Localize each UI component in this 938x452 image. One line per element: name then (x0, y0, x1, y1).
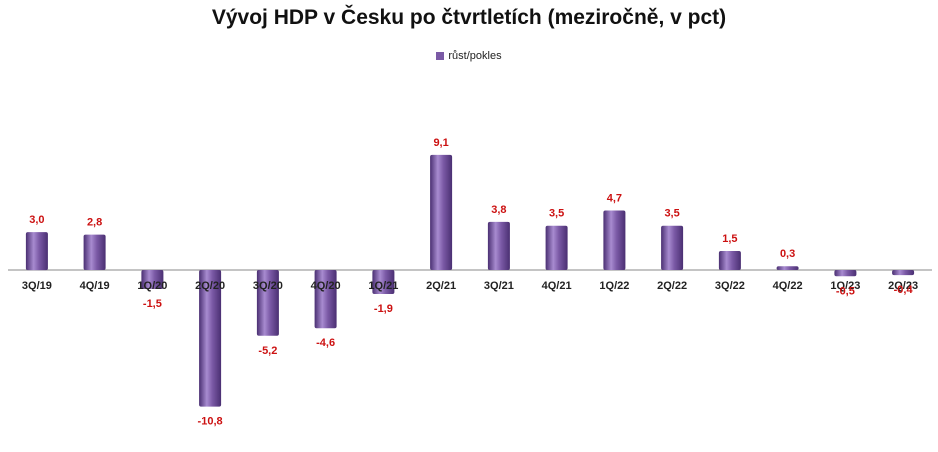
bar-2Q-22 (661, 225, 684, 270)
bar-2Q-21 (430, 154, 453, 270)
bar-4Q-20 (314, 270, 337, 329)
data-label: 9,1 (433, 137, 448, 149)
bar-1Q-20 (141, 270, 164, 289)
x-tick-label: 4Q/22 (773, 280, 803, 292)
data-label: 3,5 (664, 208, 679, 220)
x-tick-label: 4Q/19 (80, 280, 110, 292)
bar-3Q-20 (256, 270, 279, 336)
data-label: 3,8 (491, 204, 506, 216)
bar-3Q-21 (487, 221, 510, 270)
data-label: 3,0 (29, 214, 44, 226)
data-label: 3,5 (549, 208, 564, 220)
legend: růst/pokles (0, 50, 938, 62)
data-label: -1,5 (143, 298, 162, 310)
data-label: -10,8 (198, 416, 223, 428)
bar-3Q-19 (25, 232, 48, 271)
x-tick-label: 3Q/22 (715, 280, 745, 292)
bar-4Q-22 (776, 266, 799, 270)
bar-1Q-21 (372, 270, 395, 294)
data-label: 0,3 (780, 248, 795, 260)
x-tick-label: 1Q/22 (599, 280, 629, 292)
data-label: -4,6 (316, 337, 335, 349)
bar-3Q-22 (718, 251, 741, 270)
data-label: -0,5 (836, 285, 855, 297)
bar-4Q-19 (83, 234, 106, 270)
bar-1Q-23 (834, 270, 857, 277)
x-tick-label: 3Q/20 (253, 280, 283, 292)
bar-4Q-21 (545, 225, 568, 270)
x-tick-label: 4Q/20 (311, 280, 341, 292)
bar-2Q-20 (199, 270, 222, 407)
data-label: -1,9 (374, 303, 393, 315)
x-tick-label: 2Q/21 (426, 280, 456, 292)
data-label: 4,7 (607, 193, 622, 205)
chart-title: Vývoj HDP v Česku po čtvrtletích (meziro… (211, 6, 727, 29)
x-tick-label: 1Q/23 (830, 280, 860, 292)
legend-label: růst/pokles (448, 50, 502, 62)
legend-swatch (436, 52, 445, 61)
x-tick-label: 2Q/23 (888, 280, 918, 292)
x-tick-label: 2Q/20 (195, 280, 225, 292)
data-label: 1,5 (722, 233, 737, 245)
x-tick-label: 2Q/22 (657, 280, 687, 292)
x-tick-label: 1Q/21 (368, 280, 398, 292)
x-tick-label: 4Q/21 (542, 280, 572, 292)
bar-1Q-22 (603, 210, 626, 270)
x-tick-label: 3Q/19 (22, 280, 52, 292)
bar-2Q-23 (892, 270, 915, 276)
x-tick-label: 3Q/21 (484, 280, 514, 292)
data-label: -5,2 (258, 345, 277, 357)
data-label: -0,4 (894, 284, 914, 296)
x-tick-label: 1Q/20 (137, 280, 167, 292)
data-label: 2,8 (87, 217, 102, 229)
